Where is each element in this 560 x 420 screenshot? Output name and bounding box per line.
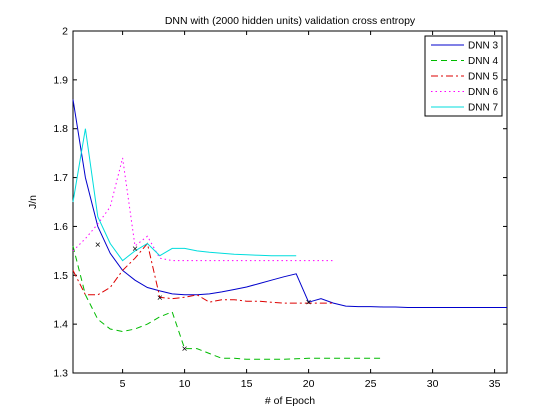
legend-label: DNN 5 bbox=[468, 72, 498, 83]
legend-label: DNN 6 bbox=[468, 87, 498, 98]
x-tick-label: 30 bbox=[427, 378, 439, 390]
y-tick-label: 2 bbox=[62, 26, 68, 38]
x-tick-label: 10 bbox=[179, 378, 191, 390]
x-tick-label: 5 bbox=[120, 378, 126, 390]
y-tick-label: 1.8 bbox=[53, 123, 68, 135]
marker-points: × × × × × bbox=[95, 240, 312, 355]
series-line-dnn-5 bbox=[72, 242, 334, 304]
x-tick-label: 15 bbox=[241, 378, 253, 390]
y-tick-label: 1.6 bbox=[53, 221, 68, 233]
y-axis-ticks: 1.3 1.4 1.5 1.6 1.7 1.8 1.9 2 bbox=[53, 26, 507, 380]
series-line-dnn-7 bbox=[72, 128, 297, 262]
x-tick-label: 25 bbox=[365, 378, 377, 390]
y-tick-label: 1.3 bbox=[53, 368, 68, 380]
legend-label: DNN 3 bbox=[468, 41, 498, 52]
x-tick-label: 20 bbox=[303, 378, 315, 390]
x-axis-label: # of Epoch bbox=[265, 395, 315, 407]
legend-label: DNN 7 bbox=[468, 103, 498, 114]
legend: DNN 3 DNN 4 DNN 5 DNN 6 DNN 7 bbox=[424, 35, 503, 117]
y-tick-label: 1.5 bbox=[53, 270, 68, 282]
marker-point: × bbox=[182, 344, 188, 355]
y-tick-label: 1.7 bbox=[53, 172, 68, 184]
x-tick-label: 35 bbox=[489, 378, 501, 390]
x-axis-ticks: 5 10 15 20 25 30 35 bbox=[120, 31, 501, 390]
legend-label: DNN 4 bbox=[468, 56, 498, 67]
series-line-dnn-4 bbox=[72, 245, 383, 360]
y-tick-label: 1.4 bbox=[53, 319, 68, 331]
series-line-dnn-3 bbox=[72, 99, 507, 308]
marker-point: × bbox=[132, 244, 138, 255]
marker-point: × bbox=[95, 240, 101, 251]
marker-point: × bbox=[306, 298, 312, 309]
y-tick-label: 1.9 bbox=[53, 74, 68, 86]
marker-point: × bbox=[157, 293, 163, 304]
series-lines bbox=[72, 99, 507, 360]
y-axis-label: J/n bbox=[27, 195, 39, 209]
chart-title: DNN with (2000 hidden units) validation … bbox=[165, 15, 416, 27]
